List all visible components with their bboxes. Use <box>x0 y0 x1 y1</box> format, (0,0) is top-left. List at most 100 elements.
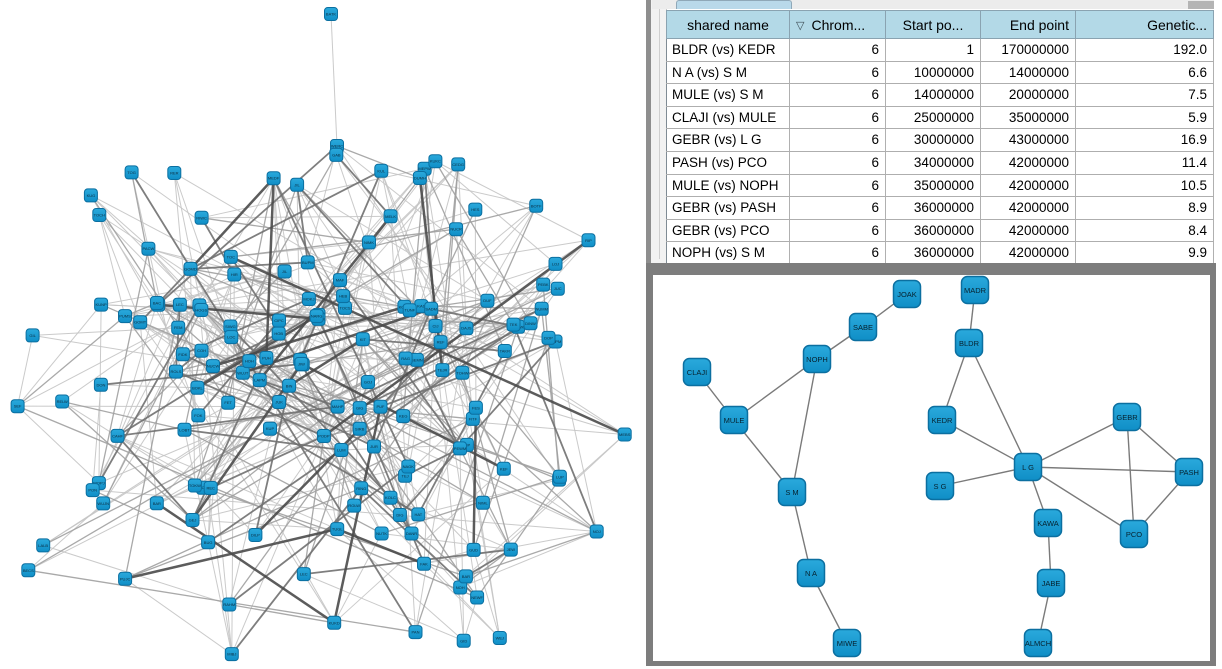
network-edge[interactable] <box>92 327 179 491</box>
network-node[interactable]: BAR <box>149 496 164 511</box>
network-node[interactable]: SEF <box>10 399 25 414</box>
network-node[interactable]: JUR <box>367 439 381 454</box>
network-edge[interactable] <box>42 341 441 546</box>
network-edge[interactable] <box>476 479 560 598</box>
network-edge[interactable] <box>124 304 181 579</box>
network-edge[interactable] <box>197 387 325 437</box>
network-edge[interactable] <box>373 341 556 447</box>
network-node[interactable]: KEG <box>396 409 411 424</box>
network-edge[interactable] <box>17 405 100 484</box>
network-node[interactable]: TEJR <box>435 363 450 378</box>
network-edge[interactable] <box>465 530 597 578</box>
network-edge[interactable] <box>130 172 158 304</box>
subnetwork-node[interactable]: MIWE <box>832 628 862 658</box>
network-edge[interactable] <box>513 239 589 325</box>
network-node[interactable]: TOHW <box>455 365 470 380</box>
network-node[interactable]: PUJC <box>118 571 133 586</box>
network-node[interactable]: GOJ <box>361 375 375 389</box>
network-edge[interactable] <box>179 304 233 655</box>
network-node[interactable]: TOKW <box>187 478 202 493</box>
network-edge[interactable] <box>27 503 104 571</box>
column-header[interactable]: Genetic... <box>1075 10 1214 39</box>
network-node[interactable]: KEF <box>496 461 511 476</box>
network-edge[interactable] <box>192 406 381 521</box>
subnetwork-node[interactable]: S G <box>925 471 955 501</box>
network-node[interactable]: DINW <box>523 316 538 331</box>
network-node[interactable]: NUCR <box>449 222 464 237</box>
network-edge[interactable] <box>207 487 212 543</box>
network-node[interactable]: FIDK <box>175 347 190 362</box>
network-edge[interactable] <box>100 384 198 389</box>
subnetwork-node[interactable]: N A <box>796 558 826 588</box>
network-node[interactable]: BUG <box>201 535 216 550</box>
network-node[interactable]: TOC <box>223 249 238 264</box>
network-edge[interactable] <box>190 268 406 360</box>
network-edge[interactable] <box>265 178 275 359</box>
network-node[interactable]: TOCH <box>92 208 107 222</box>
network-edge[interactable] <box>330 13 338 147</box>
network-node[interactable]: KUL <box>374 163 389 178</box>
network-node[interactable]: BATK <box>324 7 338 21</box>
network-edge[interactable] <box>296 184 436 327</box>
network-node[interactable]: PUF <box>373 399 388 414</box>
network-edge[interactable] <box>28 308 542 571</box>
network-edge[interactable] <box>27 300 488 571</box>
network-node[interactable]: RING <box>354 481 369 496</box>
network-edge[interactable] <box>17 335 34 407</box>
network-edge[interactable] <box>368 242 381 407</box>
network-node[interactable]: GID <box>456 633 471 648</box>
network-edge[interactable] <box>228 465 409 606</box>
network-edge[interactable] <box>231 487 362 655</box>
subnetwork-node[interactable]: ALMCH <box>1023 628 1053 658</box>
network-edge[interactable] <box>288 338 364 387</box>
overview-network-panel[interactable]: BATKWERCNUCRLUMKOGBTEJRERJILGABCAPMJURLE… <box>0 0 646 669</box>
subnetwork-edge[interactable] <box>1126 416 1135 535</box>
network-node[interactable]: KUG <box>83 188 98 203</box>
network-edge[interactable] <box>434 325 505 470</box>
network-node[interactable]: RER <box>167 166 182 180</box>
network-edge[interactable] <box>179 274 235 306</box>
network-node[interactable]: CIPC <box>272 313 286 328</box>
network-node[interactable]: DUMH <box>412 171 427 185</box>
network-node[interactable]: FOK <box>191 408 206 423</box>
network-node[interactable]: SADM <box>424 301 439 316</box>
network-node[interactable]: RIWC <box>194 210 209 225</box>
subnetwork-edge[interactable] <box>968 342 1029 468</box>
network-node[interactable]: PON <box>85 483 100 498</box>
network-node[interactable]: CIJ <box>428 319 443 333</box>
network-node[interactable]: BOTF <box>529 198 544 213</box>
network-edge[interactable] <box>100 363 302 386</box>
network-edge[interactable] <box>303 573 464 642</box>
subnetwork-node[interactable]: GEBR <box>1112 402 1142 432</box>
network-edge[interactable] <box>117 435 338 530</box>
network-edge[interactable] <box>139 321 177 372</box>
network-node[interactable]: JIL <box>290 177 305 192</box>
network-node[interactable]: JUK <box>272 395 287 409</box>
network-edge[interactable] <box>175 304 181 372</box>
network-node[interactable]: DON <box>93 377 108 392</box>
network-edge[interactable] <box>472 337 550 551</box>
active-tab-fragment[interactable] <box>676 0 792 9</box>
subnetwork-edge[interactable] <box>733 358 818 421</box>
subnetwork-node[interactable]: KEDR <box>927 405 957 435</box>
network-edge[interactable] <box>435 325 556 342</box>
network-edge[interactable] <box>404 407 477 477</box>
network-edge[interactable] <box>17 304 102 407</box>
network-node[interactable]: PUMS <box>118 309 132 324</box>
network-edge[interactable] <box>472 418 598 533</box>
network-node[interactable]: BIN <box>282 378 297 393</box>
network-edge[interactable] <box>17 405 478 599</box>
network-node[interactable]: NUCW <box>206 359 220 374</box>
network-node[interactable]: MEBS <box>617 427 632 442</box>
network-edge[interactable] <box>323 161 436 437</box>
network-node[interactable]: JIL <box>277 264 292 279</box>
network-edge[interactable] <box>201 217 370 244</box>
network-node[interactable]: MELK <box>383 209 398 224</box>
network-edge[interactable] <box>259 379 338 408</box>
table-row[interactable]: GEBR (vs) L G 6 30000000 43000000 16.9 <box>666 128 1214 152</box>
network-edge[interactable] <box>229 603 335 624</box>
network-edge[interactable] <box>230 154 337 338</box>
network-node[interactable]: DUF <box>480 293 495 308</box>
filter-icon[interactable]: ▽ <box>796 19 805 32</box>
network-node[interactable]: DANR <box>404 526 419 541</box>
